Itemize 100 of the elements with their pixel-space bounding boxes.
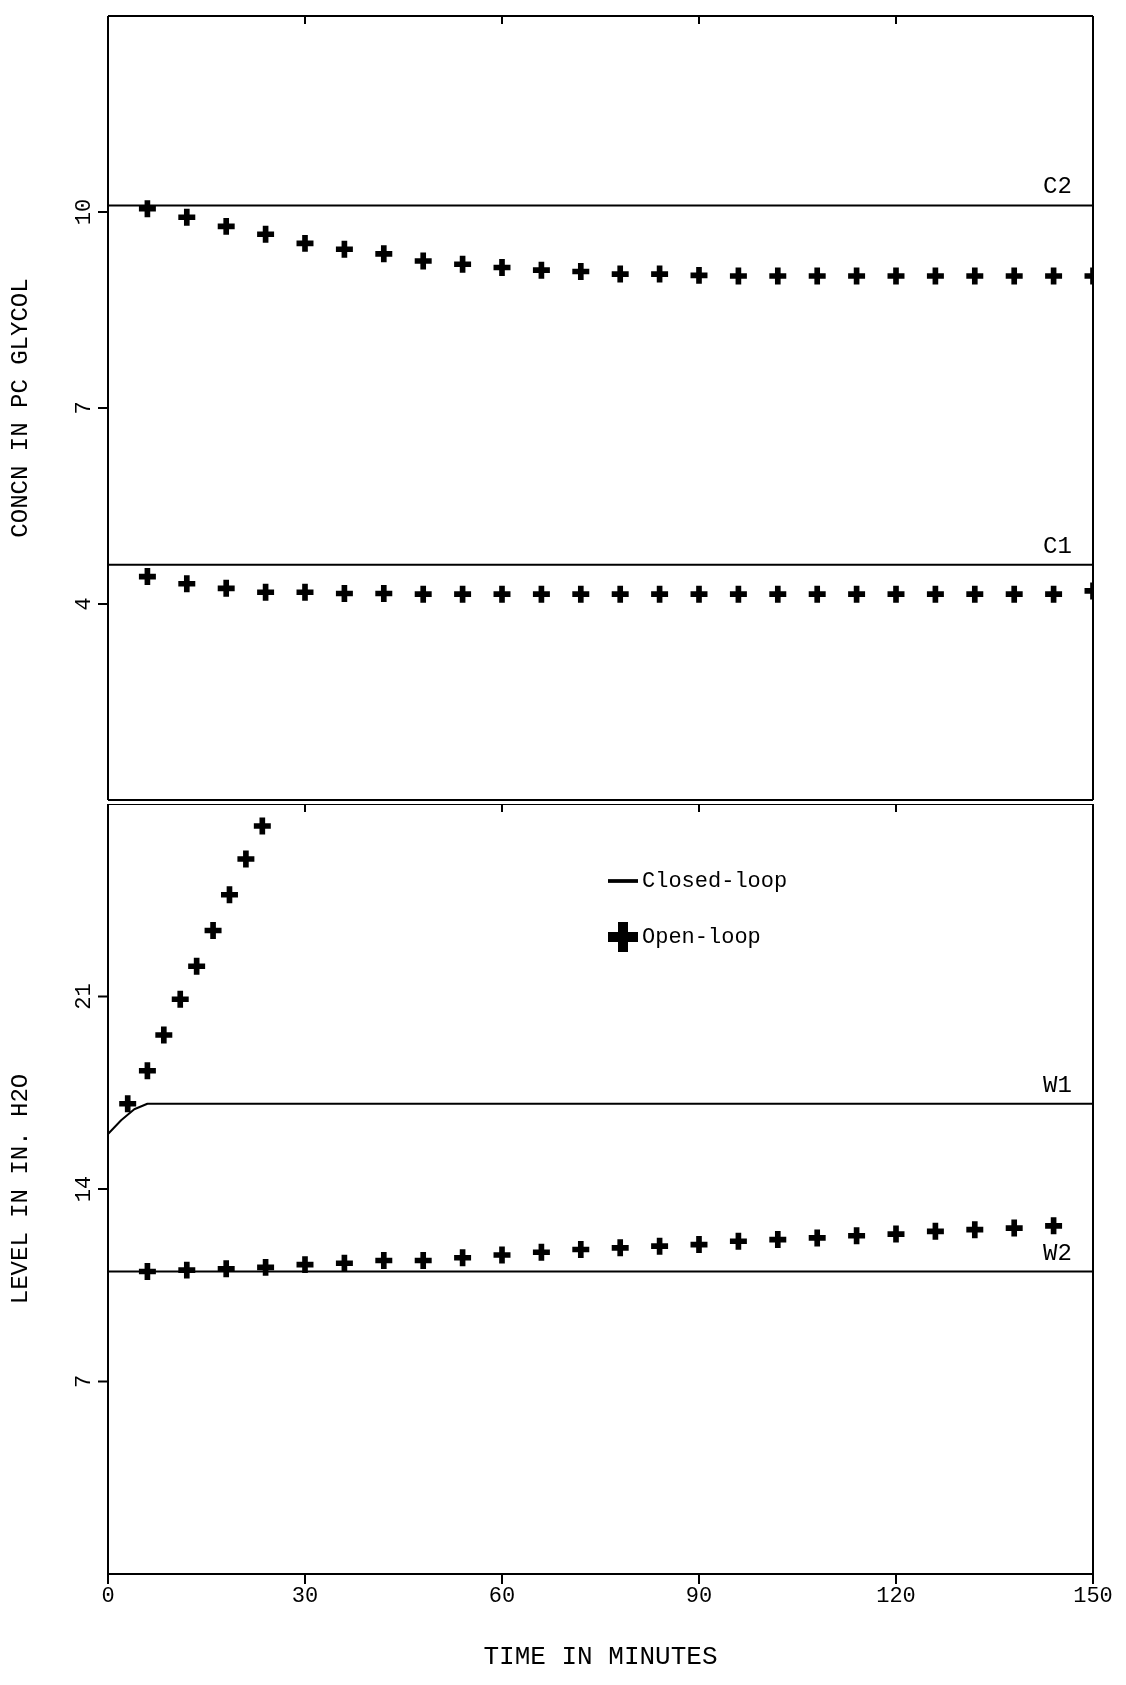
point <box>729 267 747 285</box>
point <box>335 585 353 603</box>
point <box>729 585 747 603</box>
point <box>532 585 550 603</box>
point <box>690 1236 708 1254</box>
legend-label: Open-loop <box>642 925 761 950</box>
point <box>204 922 222 939</box>
point <box>414 252 432 270</box>
point <box>611 585 629 603</box>
point <box>611 1239 629 1257</box>
point <box>335 1254 353 1272</box>
point <box>690 585 708 603</box>
point <box>1045 267 1063 285</box>
point <box>808 267 826 285</box>
point <box>237 850 255 868</box>
point <box>1045 585 1063 603</box>
point <box>887 585 905 603</box>
point <box>572 1241 590 1258</box>
point <box>138 1263 156 1280</box>
point <box>848 585 866 603</box>
point <box>296 234 314 252</box>
point <box>532 261 550 279</box>
point <box>887 1225 905 1243</box>
x-tick-label: 30 <box>291 1583 319 1609</box>
point <box>690 266 708 284</box>
point <box>926 585 944 603</box>
point <box>848 1227 866 1245</box>
point <box>769 1231 787 1249</box>
point <box>966 585 984 603</box>
point <box>1005 585 1023 603</box>
point <box>414 585 432 603</box>
point <box>221 886 238 904</box>
annotation: C1 <box>1043 532 1072 560</box>
x-tick-label: 60 <box>488 1583 516 1609</box>
y-axis-title: CONCN IN PC GLYCOL <box>6 278 34 538</box>
point <box>257 225 275 243</box>
point <box>1045 1217 1063 1235</box>
point <box>651 265 669 283</box>
x-tick-label: 150 <box>1073 1583 1113 1609</box>
point <box>138 200 156 218</box>
legend-label: Closed-loop <box>642 869 788 894</box>
point <box>253 817 271 835</box>
point <box>966 1221 984 1239</box>
point <box>178 1261 196 1279</box>
y-tick-label: 21 <box>72 983 97 1010</box>
point <box>1005 1219 1023 1237</box>
point <box>966 267 984 285</box>
point <box>119 1095 137 1113</box>
point <box>887 267 905 285</box>
point <box>808 1229 826 1247</box>
x-tick-label: 0 <box>101 1583 115 1609</box>
point <box>296 583 314 601</box>
point <box>532 1243 550 1261</box>
point <box>155 1026 173 1044</box>
point <box>335 240 353 258</box>
y-axis-title: LEVEL IN IN. H2O <box>6 1073 34 1305</box>
y-tick-label: 4 <box>72 597 97 611</box>
annotation: C2 <box>1043 173 1072 201</box>
point <box>178 208 196 226</box>
point <box>171 990 189 1008</box>
point <box>296 1256 314 1274</box>
point <box>572 262 590 280</box>
point <box>651 1237 669 1255</box>
point <box>454 1249 472 1267</box>
point <box>493 585 511 603</box>
point <box>651 585 669 603</box>
point <box>769 585 787 603</box>
point <box>611 265 629 283</box>
point <box>375 245 393 263</box>
point <box>729 1232 747 1250</box>
point <box>454 585 472 603</box>
y-tick-label: 7 <box>72 1374 97 1389</box>
point <box>188 957 206 975</box>
point <box>217 1260 235 1278</box>
point <box>257 1258 275 1276</box>
point <box>178 575 196 593</box>
annotation: W2 <box>1043 1239 1072 1267</box>
point <box>217 579 235 597</box>
y-tick-label: 10 <box>72 198 97 226</box>
point <box>257 583 275 601</box>
annotation: W1 <box>1043 1071 1072 1099</box>
point <box>414 1252 432 1269</box>
point <box>138 1062 156 1080</box>
x-axis-title: TIME IN MINUTES <box>483 1642 718 1672</box>
y-tick-label: 14 <box>72 1175 97 1203</box>
point <box>769 267 787 285</box>
x-tick-label: 120 <box>876 1583 916 1609</box>
point <box>375 585 393 603</box>
point <box>375 1252 393 1269</box>
point <box>493 1246 511 1264</box>
point <box>217 217 235 235</box>
x-tick-label: 90 <box>685 1583 713 1609</box>
point <box>926 267 944 285</box>
point <box>454 255 472 273</box>
point <box>808 585 826 603</box>
point <box>493 259 511 277</box>
point <box>572 585 590 603</box>
point <box>848 267 866 285</box>
point <box>1005 267 1023 285</box>
y-tick-label: 7 <box>72 401 97 415</box>
